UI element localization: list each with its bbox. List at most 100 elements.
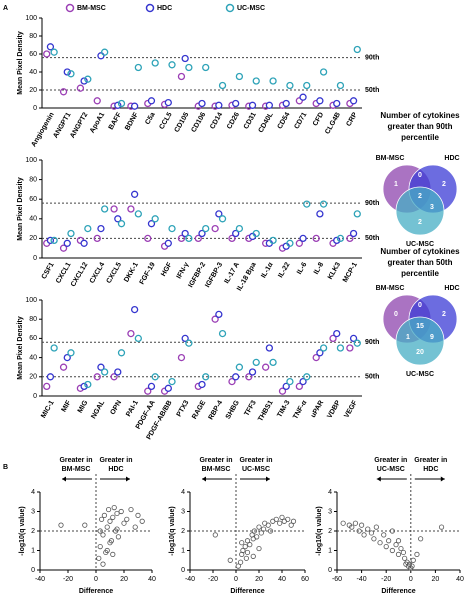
data-point (97, 52, 105, 60)
data-point (239, 540, 245, 546)
data-point (80, 77, 88, 85)
data-point (164, 384, 172, 392)
annotation: BM-MSC (62, 466, 91, 473)
x-tick-label: BAFF (108, 111, 124, 131)
data-point (319, 68, 328, 76)
data-point (93, 97, 101, 105)
data-point (135, 512, 141, 519)
data-point (114, 101, 122, 109)
x-tick-label: RBP-4 (208, 399, 225, 421)
y-tick-label: 0 (33, 393, 37, 400)
x-tick-label: VEGF (343, 399, 359, 420)
data-point (265, 344, 274, 352)
data-point (111, 504, 117, 511)
x-axis-label: Difference (381, 588, 415, 595)
data-point (349, 334, 358, 343)
legend-marker (225, 3, 235, 13)
data-point (386, 538, 392, 544)
data-point (398, 545, 404, 552)
y-tick-label: 2 (181, 528, 185, 535)
data-point (130, 305, 139, 314)
y-tick-label: 60 (29, 51, 37, 58)
data-point (67, 229, 75, 238)
data-point (114, 510, 120, 517)
arrow-head (202, 476, 206, 482)
data-point (164, 98, 172, 107)
data-point (349, 229, 358, 238)
data-point (251, 528, 257, 534)
data-point (106, 506, 112, 513)
data-point (409, 563, 415, 569)
y-tick-label: 1 (328, 547, 332, 554)
venn-count: 9 (430, 334, 434, 341)
data-point (50, 236, 58, 245)
y-axis-label: Mean Pixel Density (17, 31, 24, 95)
y-axis-label: Mean Pixel Density (17, 177, 24, 241)
x-tick-label: CCL5 (158, 111, 173, 130)
annotation: HDC (108, 466, 123, 473)
x-tick-label: -20 (381, 576, 391, 583)
data-point (340, 520, 346, 526)
data-point (383, 543, 389, 550)
venn-set (395, 316, 445, 366)
data-point (212, 532, 218, 538)
y-tick-label: 80 (29, 316, 37, 323)
data-point (101, 512, 108, 519)
y-tick-label: 40 (29, 69, 37, 76)
data-point (373, 524, 379, 530)
data-point (269, 236, 277, 245)
data-point (104, 524, 110, 530)
data-point (299, 93, 307, 101)
data-point (59, 88, 68, 96)
data-point (265, 101, 274, 109)
x-tick-label: CLG4B (324, 111, 342, 135)
data-point (194, 234, 202, 243)
annotation: Greater in (199, 457, 232, 464)
y-tick-label: 4 (181, 489, 185, 496)
venn-set (395, 186, 445, 236)
x-tick-label: TIM-3 (276, 399, 291, 418)
y-tick-label: 80 (29, 176, 37, 183)
x-tick-label: CXCL12 (70, 261, 90, 288)
venn-set-label: BM-MSC (376, 285, 405, 292)
data-point (227, 557, 233, 563)
y-tick-label: 0 (33, 105, 37, 112)
x-tick-label: -40 (357, 576, 367, 583)
data-point (358, 522, 365, 528)
y-tick-label: 20 (29, 87, 37, 94)
data-point (353, 210, 361, 218)
data-point (282, 99, 290, 108)
x-tick-label: KLK3 (327, 261, 342, 280)
y-tick-label: 4 (328, 489, 332, 496)
venn-count: 2 (442, 311, 446, 318)
data-point (346, 234, 354, 243)
data-point (286, 377, 294, 386)
legend-label: UC-MSC (237, 5, 265, 12)
venn-set-label: HDC (444, 285, 459, 292)
data-point (295, 97, 303, 105)
y-tick-label: 0 (31, 567, 35, 574)
y-tick-label: 2 (31, 528, 35, 535)
data-point (238, 559, 244, 565)
y-tick-label: 0 (33, 255, 37, 262)
y-tick-label: 80 (29, 33, 37, 40)
data-point (228, 377, 236, 386)
data-point (117, 220, 126, 228)
data-point (365, 526, 371, 532)
data-point (118, 508, 124, 515)
data-point (185, 234, 193, 243)
x-tick-label: -20 (208, 576, 218, 583)
data-point (177, 72, 186, 81)
data-point (147, 382, 156, 391)
venn-set-label: UC-MSC (406, 241, 434, 248)
data-point (177, 234, 186, 243)
data-point (254, 534, 260, 540)
data-point (168, 224, 176, 233)
x-tick-label: CD26 (226, 111, 241, 130)
y-tick-label: 20 (29, 374, 37, 381)
data-point (168, 377, 176, 386)
reference-label: 90th (365, 54, 379, 61)
y-tick-label: 20 (29, 235, 37, 242)
venn-title: Number of cytokines greater than 50th pe… (380, 247, 460, 278)
